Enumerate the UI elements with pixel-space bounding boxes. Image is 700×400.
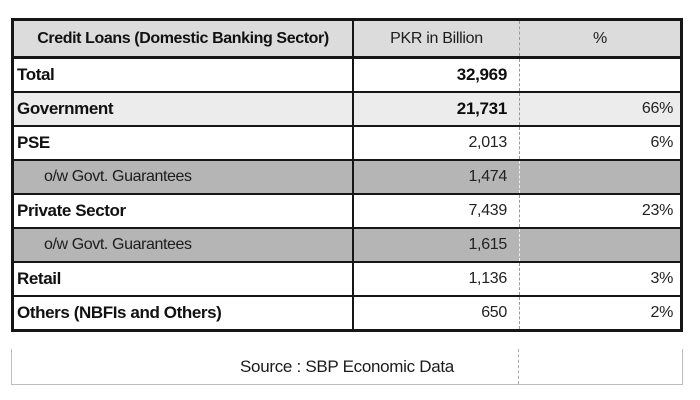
row-label: Private Sector	[14, 195, 354, 227]
row-pct: 2%	[650, 304, 673, 321]
table-row-private-sector: Private Sector 7,439 23%	[14, 193, 680, 227]
table-row-ow-govt-guarantees-pse: o/w Govt. Guarantees 1,474	[14, 159, 680, 193]
row-label: Government	[14, 93, 354, 125]
table-header-row: Credit Loans (Domestic Banking Sector) P…	[14, 21, 680, 57]
row-label: Others (NBFIs and Others)	[14, 297, 354, 329]
table-row-ow-govt-guarantees-private: o/w Govt. Guarantees 1,615	[14, 227, 680, 261]
header-credit-loans: Credit Loans (Domestic Banking Sector)	[14, 21, 354, 56]
row-label: o/w Govt. Guarantees	[14, 161, 354, 193]
row-value: 1,615	[354, 229, 520, 261]
table-row-pse: PSE 2,013 6%	[14, 125, 680, 159]
table-row-government: Government 21,731 66%	[14, 91, 680, 125]
row-label: PSE	[14, 127, 354, 159]
row-value: 32,969	[354, 59, 520, 91]
row-pct: 23%	[641, 202, 673, 219]
table-row-others: Others (NBFIs and Others) 650 2%	[14, 295, 680, 329]
source-text: Source : SBP Economic Data	[240, 356, 454, 376]
row-pct	[520, 229, 680, 261]
header-pkr-in-billion: PKR in Billion	[354, 21, 520, 56]
row-label: Retail	[14, 263, 354, 295]
row-pct: 3%	[650, 270, 673, 287]
credit-loans-table: Credit Loans (Domestic Banking Sector) P…	[11, 18, 683, 332]
row-pct: 66%	[641, 100, 673, 117]
row-pct: 6%	[650, 134, 673, 151]
row-value: 1,474	[354, 161, 520, 193]
source-row: Source : SBP Economic Data	[11, 349, 683, 385]
dashed-column-separator	[518, 349, 519, 384]
row-value: 21,731	[354, 93, 520, 125]
row-label: o/w Govt. Guarantees	[14, 229, 354, 261]
row-pct	[520, 59, 680, 91]
row-label: Total	[14, 59, 354, 91]
row-value: 2,013	[354, 127, 520, 159]
row-pct	[520, 161, 680, 193]
row-value: 1,136	[354, 263, 520, 295]
table-row-total: Total 32,969	[14, 57, 680, 91]
row-value: 650	[354, 297, 520, 329]
row-value: 7,439	[354, 195, 520, 227]
header-percent: %	[593, 29, 607, 47]
table-row-retail: Retail 1,136 3%	[14, 261, 680, 295]
